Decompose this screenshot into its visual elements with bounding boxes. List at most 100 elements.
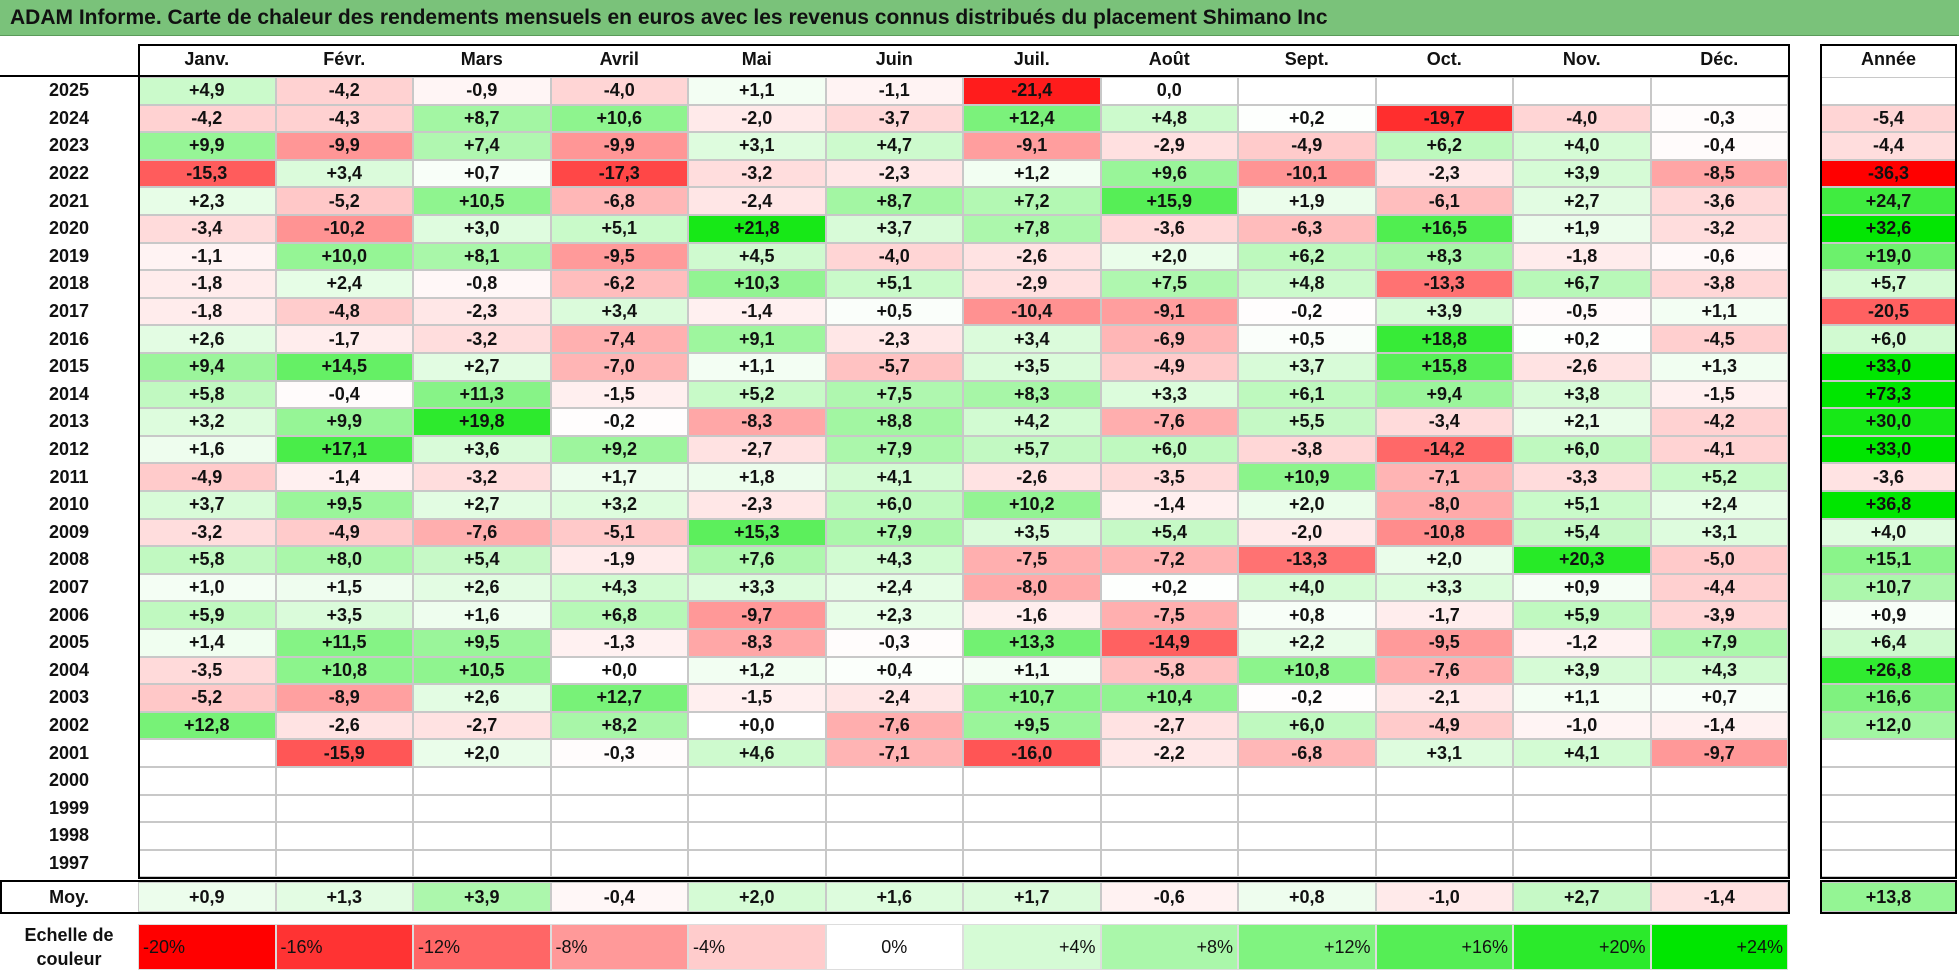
heatmap-cell: +10,8 <box>275 656 413 685</box>
heatmap-cell: +8,3 <box>1375 242 1513 271</box>
heatmap-cell: -7,6 <box>1100 408 1238 436</box>
heatmap-cell: +12,8 <box>138 711 276 740</box>
heatmap-cell <box>275 849 413 878</box>
heatmap-cell: +18,8 <box>1375 325 1513 353</box>
heatmap-cell: -9,9 <box>550 132 688 160</box>
heatmap-cell <box>1650 822 1788 850</box>
heatmap-cell: -5,2 <box>138 684 276 712</box>
heatmap-cell: +4,2 <box>963 408 1101 436</box>
heatmap-cell: +6,8 <box>550 601 688 629</box>
heatmap-cell: +6,0 <box>825 491 963 519</box>
annual-cell: +5,7 <box>1820 270 1957 298</box>
heatmap-cell: -8,3 <box>688 408 826 436</box>
heatmap-cell: -0,2 <box>550 408 688 436</box>
heatmap-cell: -7,1 <box>1375 463 1513 491</box>
heatmap-cell: -2,3 <box>825 325 963 353</box>
heatmap-cell: -1,7 <box>1375 601 1513 629</box>
heatmap-cell: -7,5 <box>963 546 1101 574</box>
chart-title: ADAM Informe. Carte de chaleur des rende… <box>0 0 1959 36</box>
heatmap-cell: +2,3 <box>138 187 276 215</box>
heatmap-cell: +2,6 <box>413 684 551 712</box>
annual-cell: +4,0 <box>1820 518 1957 547</box>
heatmap-cell: +6,7 <box>1513 270 1651 298</box>
color-scale-step: -12% <box>413 924 551 970</box>
heatmap-cell: -1,7 <box>275 325 413 353</box>
row-year-label: 2014 <box>48 383 90 404</box>
annual-cell: +26,8 <box>1820 656 1957 685</box>
row-year-label: 2000 <box>48 770 90 791</box>
heatmap-cell: -4,9 <box>1375 711 1513 740</box>
column-header: Juil. <box>1013 48 1050 69</box>
heatmap-cell <box>1100 849 1238 878</box>
heatmap-cell: +6,2 <box>1375 132 1513 160</box>
heatmap-cell: +1,1 <box>1513 684 1651 712</box>
heatmap-cell: +4,5 <box>688 242 826 271</box>
annual-cell <box>1820 77 1957 105</box>
heatmap-cell: +10,4 <box>1100 684 1238 712</box>
heatmap-cell: +2,0 <box>1375 546 1513 574</box>
heatmap-cell: -0,3 <box>825 629 963 657</box>
average-cell: -0,4 <box>550 882 688 912</box>
heatmap-cell: -1,8 <box>138 297 276 326</box>
heatmap-cell <box>275 767 413 795</box>
heatmap-cell: -3,8 <box>1650 270 1788 298</box>
heatmap-cell: -5,8 <box>1100 656 1238 685</box>
heatmap-cell: -1,4 <box>1100 491 1238 519</box>
heatmap-cell: +1,2 <box>688 656 826 685</box>
heatmap-cell: -6,8 <box>550 187 688 215</box>
column-header: Sept. <box>1284 48 1329 69</box>
heatmap-cell: +7,2 <box>963 187 1101 215</box>
heatmap-cell: +2,4 <box>275 270 413 298</box>
heatmap-cell: -6,2 <box>550 270 688 298</box>
row-year-label: 2020 <box>48 218 90 239</box>
color-scale-step: +24% <box>1650 924 1788 970</box>
heatmap-cell <box>550 767 688 795</box>
heatmap-cell <box>1238 794 1376 823</box>
annual-cell: +16,6 <box>1820 684 1957 712</box>
heatmap-cell: +8,0 <box>275 546 413 574</box>
annual-cell: -3,6 <box>1820 463 1957 491</box>
column-header: Janv. <box>184 48 230 69</box>
heatmap-cell: +4,0 <box>1513 132 1651 160</box>
heatmap-cell: -2,3 <box>825 159 963 188</box>
heatmap-cell: +4,3 <box>1650 656 1788 685</box>
heatmap-cell: +7,5 <box>1100 270 1238 298</box>
heatmap-cell: -6,8 <box>1238 739 1376 767</box>
heatmap-cell: +10,3 <box>688 270 826 298</box>
heatmap-cell: -1,8 <box>1513 242 1651 271</box>
average-cell: +3,9 <box>413 882 551 912</box>
heatmap-cell: +4,1 <box>825 463 963 491</box>
heatmap-cell: -2,3 <box>688 491 826 519</box>
heatmap-cell <box>550 794 688 823</box>
color-scale-step: +8% <box>1100 924 1238 970</box>
annual-cell: +10,7 <box>1820 573 1957 602</box>
heatmap-cell: +0,2 <box>1100 573 1238 602</box>
heatmap-cell <box>1513 77 1651 105</box>
heatmap-cell <box>413 849 551 878</box>
heatmap-cell: -2,0 <box>1238 518 1376 547</box>
heatmap-cell: +3,9 <box>1513 159 1651 188</box>
heatmap-cell: +0,0 <box>550 656 688 685</box>
heatmap-cell: -1,4 <box>1650 711 1788 740</box>
heatmap-cell: +3,1 <box>1375 739 1513 767</box>
average-annual-cell: +13,8 <box>1820 882 1957 912</box>
heatmap-cell: -4,5 <box>1650 325 1788 353</box>
row-year-label: 2017 <box>48 301 90 322</box>
heatmap-cell: +2,4 <box>1650 491 1788 519</box>
heatmap-cell: -8,9 <box>275 684 413 712</box>
heatmap-cell: -3,5 <box>138 656 276 685</box>
heatmap-cell <box>688 849 826 878</box>
heatmap-cell: -0,2 <box>1238 684 1376 712</box>
heatmap-cell: +0,5 <box>1238 325 1376 353</box>
heatmap-cell: -8,0 <box>963 573 1101 602</box>
heatmap-cell: +2,7 <box>413 353 551 381</box>
heatmap-cell: +13,3 <box>963 629 1101 657</box>
heatmap-cell: +4,8 <box>1238 270 1376 298</box>
heatmap-cell: +3,9 <box>1513 656 1651 685</box>
heatmap-cell: +10,9 <box>1238 463 1376 491</box>
heatmap-cell: -8,5 <box>1650 159 1788 188</box>
heatmap-cell: +5,2 <box>1650 463 1788 491</box>
heatmap-cell <box>275 822 413 850</box>
color-scale-step: -8% <box>550 924 688 970</box>
heatmap-cell: -2,6 <box>275 711 413 740</box>
